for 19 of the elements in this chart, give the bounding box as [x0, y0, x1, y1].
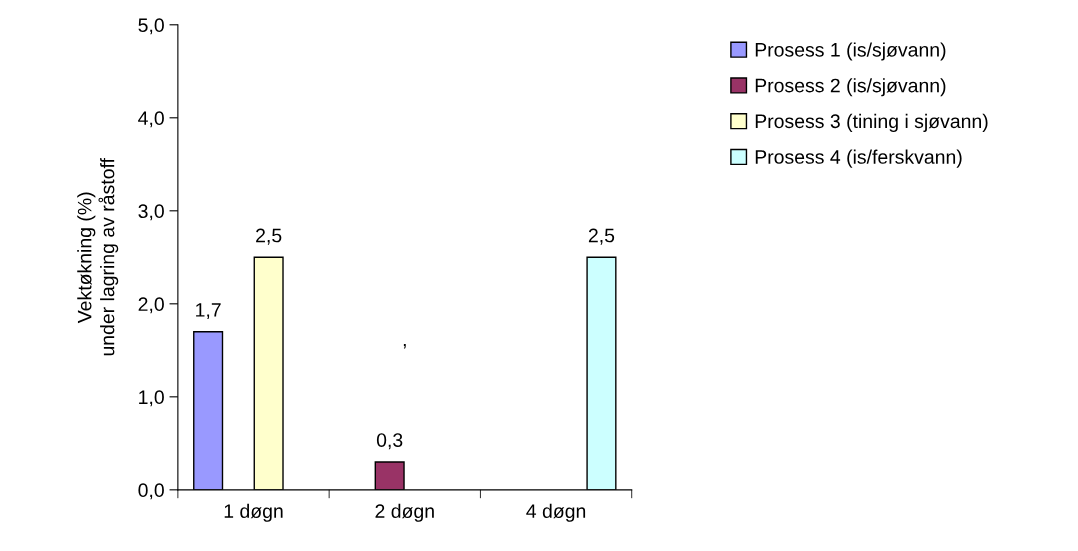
legend-label: Prosess 1 (is/sjøvann) [755, 42, 946, 61]
legend-label: Prosess 3 (tining i sjøvann) [755, 113, 988, 132]
y-tick-label: 5,0 [138, 18, 164, 35]
data-label: 2,5 [256, 228, 282, 245]
data-label: 1,7 [196, 303, 221, 320]
legend-label: Prosess 2 (is/sjøvann) [755, 78, 946, 97]
x-tick-label: 4 døgn [526, 503, 586, 522]
y-axis-title: Vektøkning (%) under lagring av råstoff [77, 158, 119, 356]
data-label: 0,3 [376, 433, 403, 450]
legend-label: Prosess 4 (is/ferskvann) [755, 149, 962, 168]
y-tick-label: 1,0 [139, 390, 164, 407]
y-tick-label: 2,0 [138, 297, 164, 314]
x-tick-label: 1 døgn [224, 503, 283, 522]
y-tick-label: 4,0 [138, 111, 164, 128]
data-label: 2,5 [588, 228, 615, 245]
x-tick-label: 2 døgn [375, 503, 434, 522]
y-tick-label: 0,0 [138, 483, 164, 500]
y-tick-label: 3,0 [138, 204, 164, 221]
annotation: , [403, 343, 406, 349]
